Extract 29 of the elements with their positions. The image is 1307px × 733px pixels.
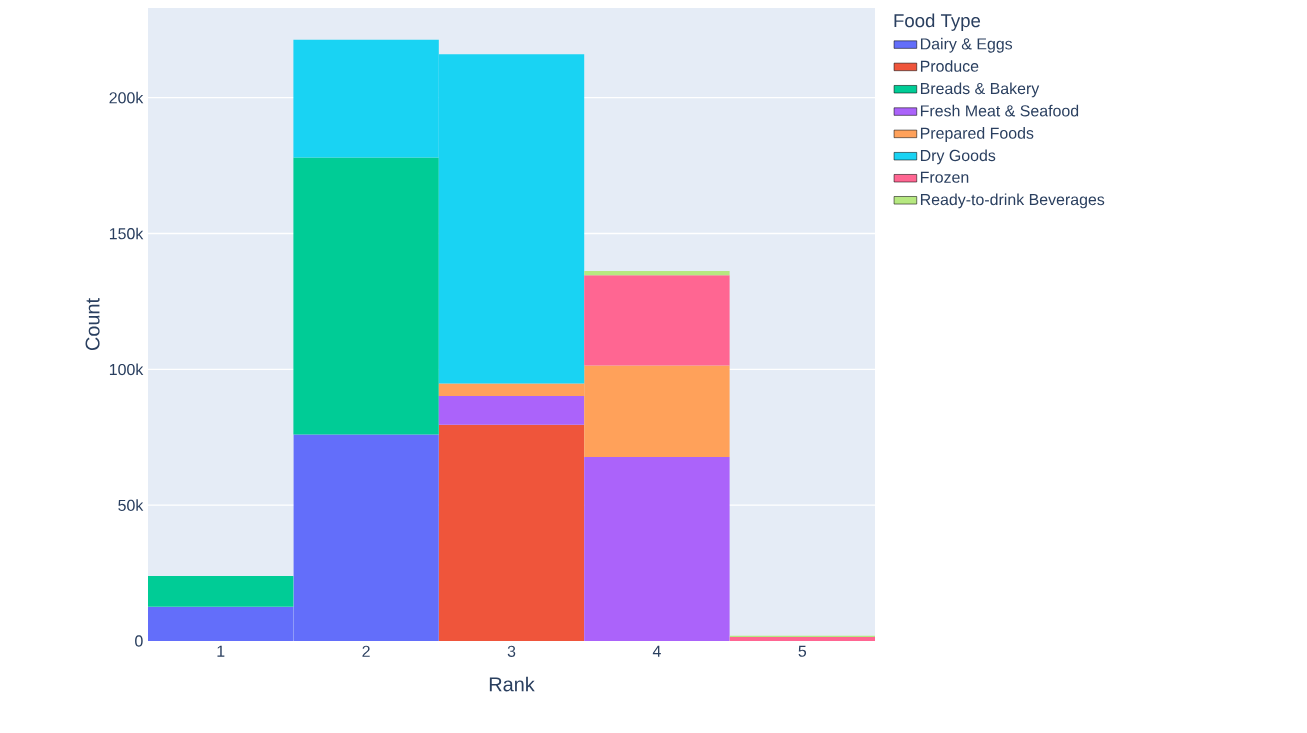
y-axis-title: Count (85, 298, 100, 351)
legend-label: Ready-to-drink Beverages (920, 193, 1105, 209)
y-tick-label: 0 (135, 635, 143, 647)
bar (438, 424, 585, 641)
bar (584, 270, 730, 276)
x-tick-label: 3 (507, 645, 516, 657)
bar (293, 157, 439, 435)
bar (438, 395, 585, 425)
bar (729, 636, 876, 641)
legend-label: Fresh Meat & Seafood (920, 104, 1079, 117)
legend-label: Dairy & Eggs (920, 37, 1013, 53)
y-tick-label: 150k (109, 227, 144, 240)
bar (584, 457, 730, 641)
legend-label: Dry Goods (920, 149, 996, 165)
x-axis-title: Rank (489, 676, 535, 692)
y-tick-label: 50k (118, 499, 144, 511)
legend-title: Food Type (894, 13, 981, 31)
y-tick-label: 200k (109, 91, 144, 104)
bar (148, 576, 294, 607)
legend-label: Produce (920, 60, 979, 72)
x-tick-label: 2 (362, 645, 370, 657)
y-tick-label: 100k (109, 363, 144, 376)
bar (584, 275, 730, 366)
legend-label: Breads & Bakery (920, 82, 1040, 98)
x-tick-label: 1 (217, 645, 225, 657)
legend-label: Prepared Foods (920, 127, 1034, 142)
x-tick-label: 4 (652, 645, 661, 657)
legend-label: Frozen (920, 171, 969, 183)
x-tick-label: 5 (798, 645, 807, 657)
